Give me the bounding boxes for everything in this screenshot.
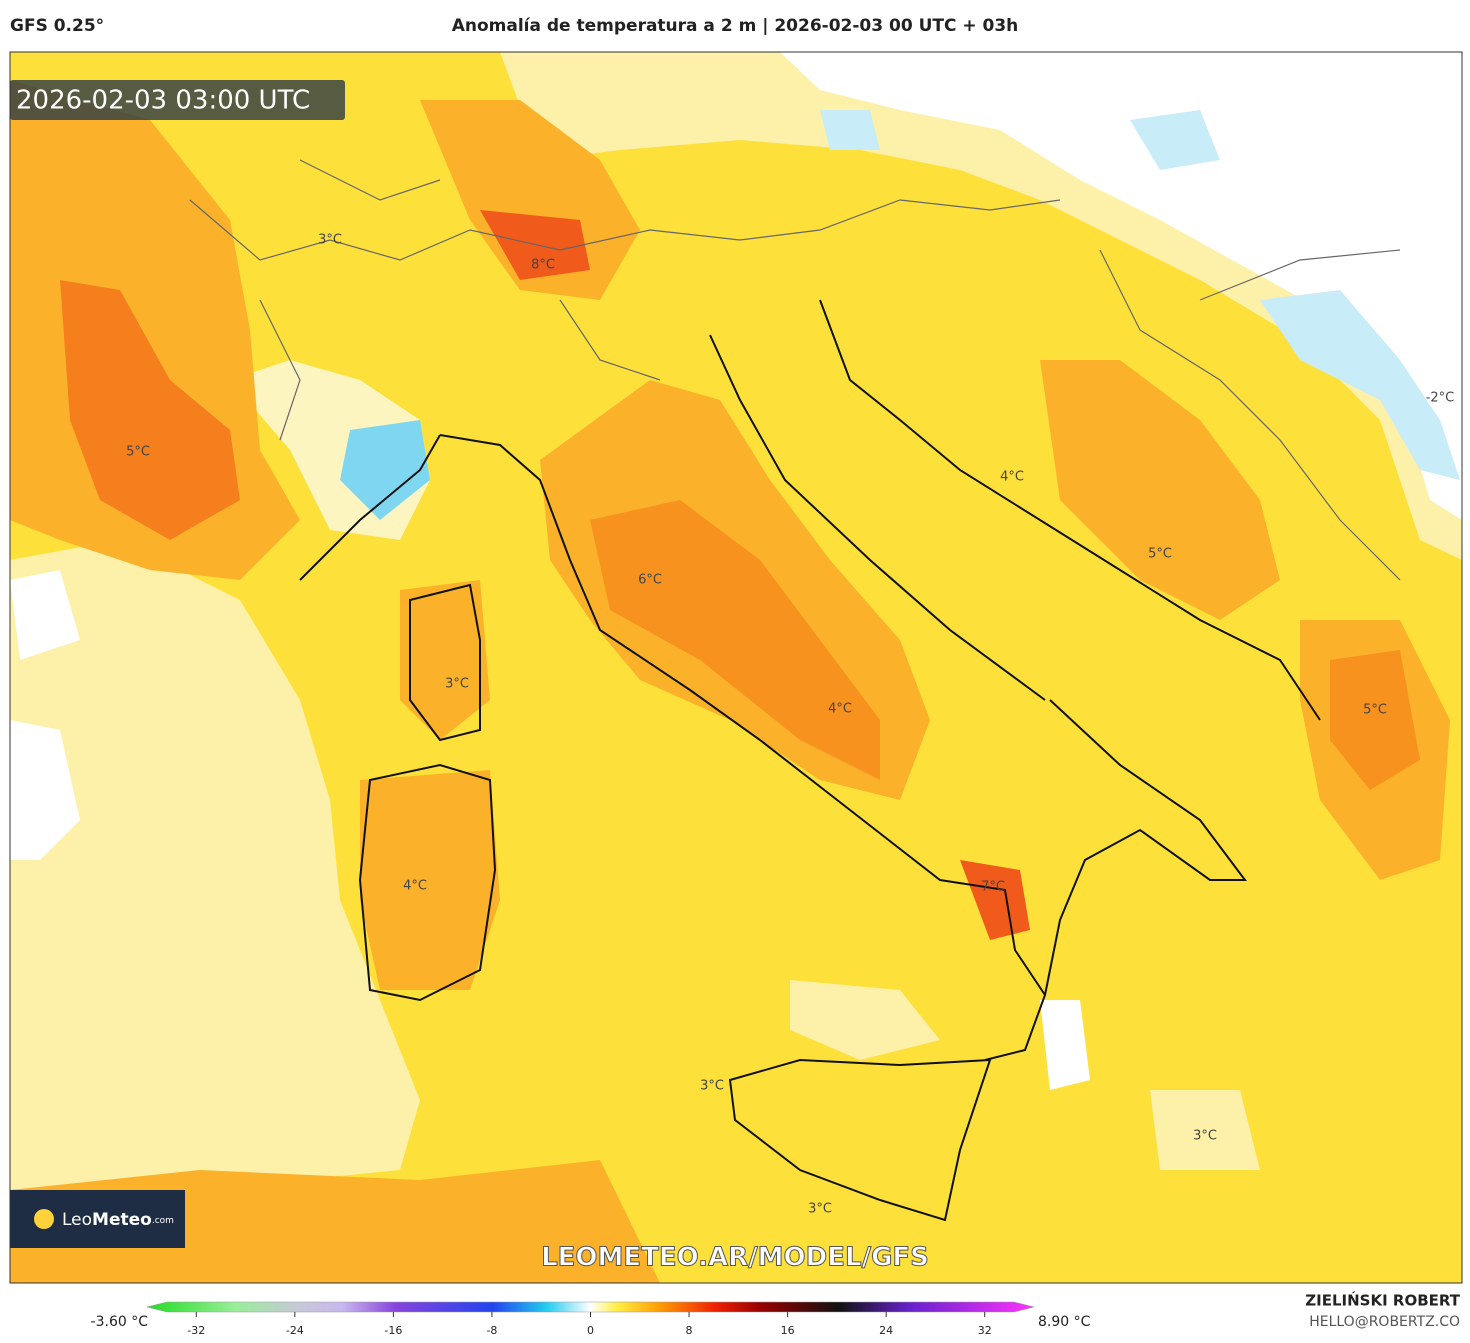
contour-label: 5°C: [1148, 547, 1172, 562]
model: GFS 0.25°: [10, 16, 104, 36]
contour-labels: 3°C 8°C 5°C 6°C 3°C 4°C 4°C 4°C 5°C -2°C…: [126, 233, 1454, 1217]
contour-label: 3°C: [318, 233, 342, 248]
timestamp: 2026-02-03 03:00 UTC: [16, 86, 310, 116]
colorbar-max: 8.90 °C: [1038, 1314, 1091, 1330]
contour-label: 6°C: [638, 573, 662, 588]
title: Anomalía de temperatura a 2 m | 2026-02-…: [452, 16, 1019, 36]
map-frame: [9, 51, 1463, 1284]
contour-label: 8°C: [531, 258, 555, 273]
logo-sun: [34, 1209, 54, 1229]
contour-label: 7°C: [981, 880, 1005, 895]
colorbar-bar: [146, 1301, 1035, 1313]
colorbar-tick-label: 16: [781, 1324, 795, 1337]
watermark: LEOMETEO.AR/MODEL/GFS: [541, 1243, 929, 1273]
credit-author: ZIELIŃSKI ROBERT: [1305, 1291, 1460, 1310]
contour-label: 3°C: [1193, 1129, 1217, 1144]
contour-label: 4°C: [828, 702, 852, 717]
logo-text: LeoMeteo.com: [62, 1210, 174, 1230]
colorbar: -32 -24 -16 -8 0 8 16 24 32: [146, 1301, 1035, 1337]
colorbar-tick-label: -8: [486, 1324, 497, 1337]
map: 3°C 8°C 5°C 6°C 3°C 4°C 4°C 4°C 5°C -2°C…: [10, 52, 1462, 1283]
contour-label: 5°C: [1363, 703, 1387, 718]
colorbar-min: -3.60 °C: [91, 1314, 149, 1330]
colorbar-tick-label: 32: [978, 1324, 992, 1337]
colorbar-tick-label: 0: [587, 1324, 594, 1337]
colorbar-tick-label: 24: [879, 1324, 893, 1337]
colorbar-tick-label: -24: [286, 1324, 304, 1337]
contour-label: 4°C: [403, 879, 427, 894]
colorbar-tick-label: -16: [384, 1324, 402, 1337]
logo-bold: Meteo: [92, 1210, 152, 1230]
logo-light: Leo: [62, 1210, 92, 1230]
colorbar-tick-label: 8: [686, 1324, 693, 1337]
contour-label: 3°C: [445, 677, 469, 692]
contour-label: 3°C: [700, 1079, 724, 1094]
contour-label: 5°C: [126, 445, 150, 460]
contour-label: 4°C: [1000, 470, 1024, 485]
logo-suffix: .com: [152, 1216, 174, 1226]
contour-label: 3°C: [808, 1202, 832, 1217]
contour-label: -2°C: [1426, 391, 1455, 406]
credit-email: HELLO@ROBERTZ.CO: [1309, 1314, 1460, 1330]
timestamp-box: [10, 80, 345, 120]
colorbar-tick-label: -32: [187, 1324, 205, 1337]
